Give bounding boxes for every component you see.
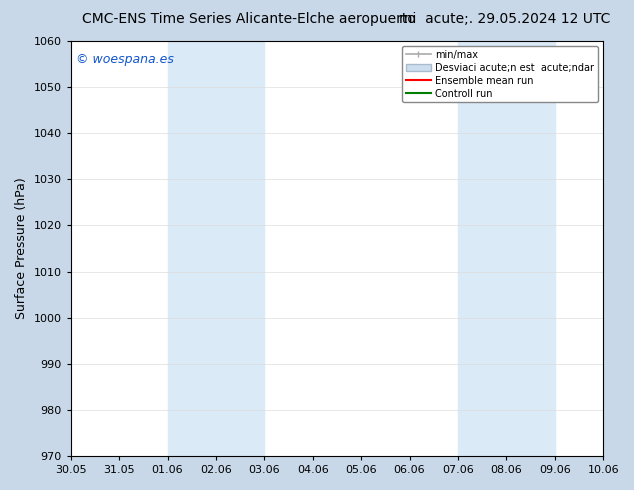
Y-axis label: Surface Pressure (hPa): Surface Pressure (hPa) xyxy=(15,178,28,319)
Legend: min/max, Desviaci acute;n est  acute;ndar, Ensemble mean run, Controll run: min/max, Desviaci acute;n est acute;ndar… xyxy=(403,46,598,102)
Text: mi  acute;. 29.05.2024 12 UTC: mi acute;. 29.05.2024 12 UTC xyxy=(399,12,611,26)
Bar xyxy=(167,41,264,456)
Text: © woespana.es: © woespana.es xyxy=(76,53,174,67)
Bar xyxy=(458,41,555,456)
Text: CMC-ENS Time Series Alicante-Elche aeropuerto: CMC-ENS Time Series Alicante-Elche aerop… xyxy=(82,12,417,26)
